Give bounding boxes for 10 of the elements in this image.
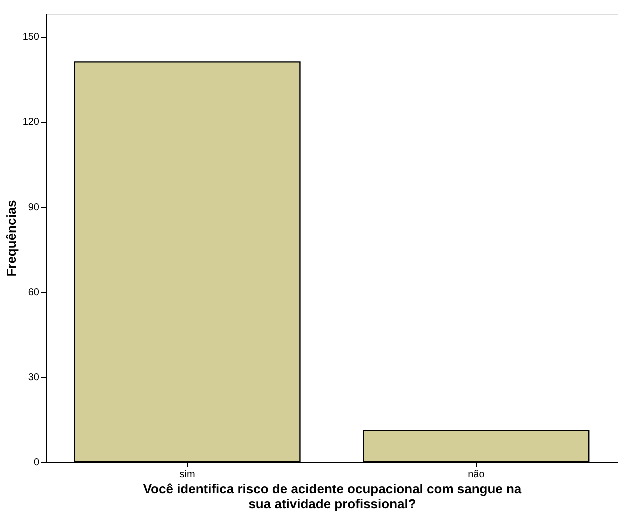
y-tick-label: 90 [28,202,40,214]
x-axis-title: Você identifica risco de acidente ocupacional com sangue na sua atividade profissional? [143,482,522,512]
y-tick-label: 60 [28,287,40,298]
x-tick-label: não [468,470,486,480]
x-tick-label: sim [180,470,196,480]
y-tick-label: 150 [22,32,40,44]
y-axis-title: Frequências [4,200,19,277]
y-tick-label: 30 [28,372,40,384]
y-tick-label: 120 [22,117,40,128]
y-tick-label: 0 [34,458,40,468]
